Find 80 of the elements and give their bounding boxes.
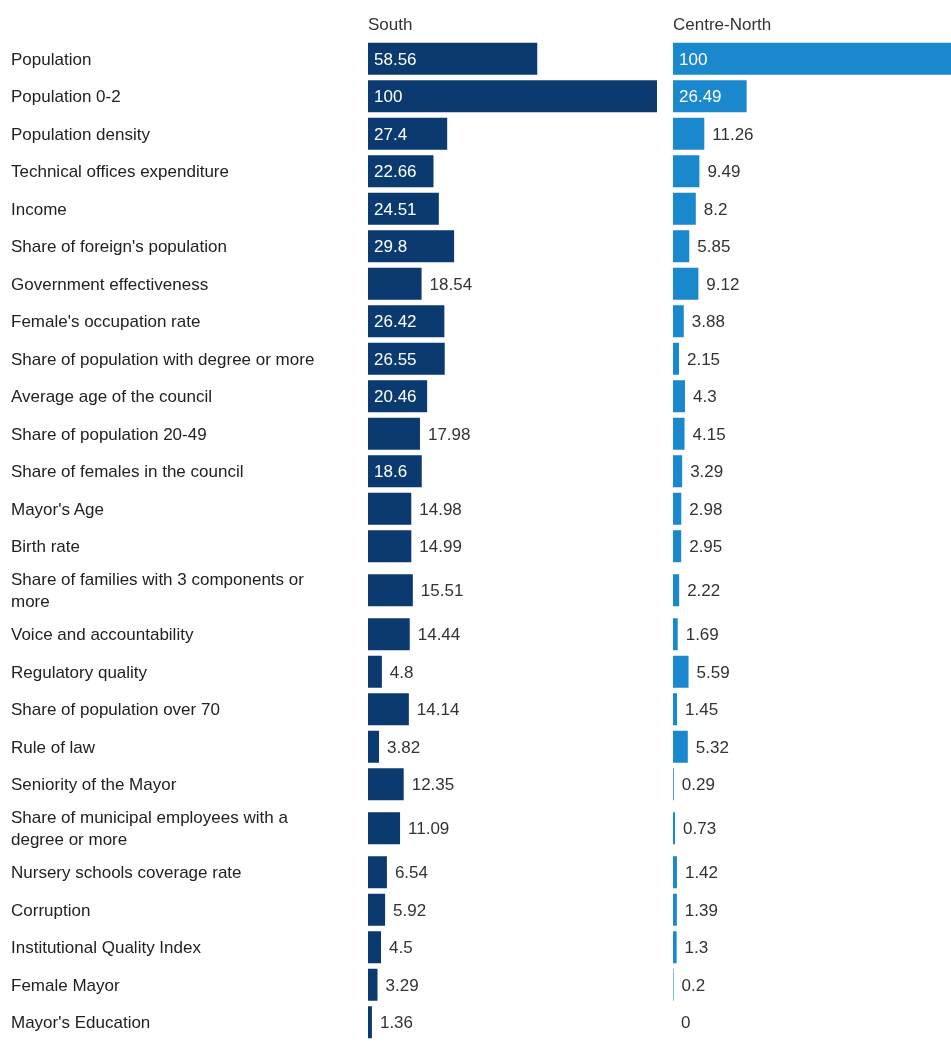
data-label: 0.29: [681, 775, 715, 795]
data-label: 8.2: [703, 199, 728, 219]
data-label: 100: [679, 49, 708, 69]
y-tick-label: Female's occupation rate: [11, 312, 201, 332]
y-tick-label: Population 0-2: [11, 87, 121, 107]
y-tick-label: Corruption: [11, 900, 91, 920]
data-label: 1.42: [684, 863, 719, 883]
data-label: 26.42: [374, 312, 417, 332]
data-label: 27.4: [374, 124, 408, 144]
y-tick-label: Average age of the council: [11, 387, 212, 407]
data-label: 1.39: [684, 900, 718, 920]
y-tick-label: Share of population with degree or more: [11, 349, 315, 369]
y-tick-label: Share of families with 3 components or more: [11, 570, 305, 612]
data-label: 15.51: [420, 581, 464, 601]
data-label: 0: [681, 1013, 691, 1033]
data-label: 4.3: [692, 387, 717, 407]
data-label: 0.2: [681, 975, 706, 995]
data-label: 20.46: [374, 387, 417, 407]
data-label: 14.98: [419, 499, 462, 519]
y-tick-label: Income: [11, 199, 67, 219]
data-label: 26.55: [374, 349, 417, 369]
data-label: 26.49: [679, 87, 722, 107]
y-tick-label: Share of population 20-49: [11, 424, 207, 444]
y-tick-label: Institutional Quality Index: [11, 938, 202, 958]
y-tick-label: Regulatory quality: [11, 662, 148, 682]
data-label: 0.73: [683, 819, 717, 839]
y-tick-label: Share of females in the council: [11, 462, 244, 482]
data-label: 12.35: [411, 775, 455, 795]
y-tick-label: Population density: [11, 124, 151, 144]
data-label: 14.44: [417, 625, 461, 645]
y-tick-label: Share of municipal employees with a degree or more: [11, 808, 289, 850]
data-label: 2.98: [689, 499, 723, 519]
y-tick-label: Population: [11, 49, 92, 69]
data-label: 58.56: [374, 49, 417, 69]
y-tick-label: Seniority of the Mayor: [11, 775, 177, 795]
y-tick-label: Rule of law: [11, 737, 96, 757]
data-label: 9.49: [707, 162, 741, 182]
data-label: 17.98: [427, 424, 471, 444]
data-label: 3.82: [387, 737, 421, 757]
data-label: 14.14: [416, 700, 460, 720]
data-label: 2.95: [689, 537, 723, 557]
y-tick-label: Mayor's Education: [11, 1013, 151, 1033]
y-tick-label: Share of population over 70: [11, 700, 220, 720]
data-label: 5.85: [697, 237, 731, 257]
data-label: 1.3: [684, 938, 709, 958]
data-label: 3.29: [385, 975, 419, 995]
data-label: 3.88: [691, 312, 725, 332]
data-label: 5.32: [695, 737, 729, 757]
data-label: 2.15: [686, 349, 721, 369]
data-label: 4.5: [389, 938, 413, 958]
data-label: 1.69: [685, 625, 719, 645]
data-label: 9.12: [706, 274, 740, 294]
data-label: 4.15: [692, 424, 726, 444]
data-label: 24.51: [374, 199, 417, 219]
data-label: 14.99: [419, 537, 462, 557]
data-label: 18.54: [429, 274, 473, 294]
y-tick-label: Government effectiveness: [11, 274, 209, 294]
y-tick-label: Female Mayor: [11, 975, 120, 995]
data-label: 2.22: [687, 581, 721, 601]
data-label: 29.8: [374, 237, 408, 257]
y-tick-label: Share of foreign's population: [11, 237, 227, 257]
chart-title: Centre-North: [673, 15, 772, 34]
data-label: 18.6: [374, 462, 408, 482]
data-label: 4.8: [389, 662, 414, 682]
y-tick-label: Birth rate: [11, 537, 80, 557]
data-label: 1.36: [379, 1013, 414, 1033]
data-label: 11.09: [408, 819, 450, 839]
data-label: 1.45: [685, 700, 719, 720]
data-label: 5.92: [393, 900, 427, 920]
y-tick-label: Nursery schools coverage rate: [11, 863, 242, 883]
data-label: 3.29: [690, 462, 724, 482]
data-label: 5.59: [696, 662, 730, 682]
y-tick-label: Technical offices expenditure: [11, 162, 229, 182]
chart-title: South: [368, 15, 413, 34]
data-label: 100: [374, 87, 403, 107]
data-label: 11.26: [712, 124, 754, 144]
y-tick-label: Voice and accountability: [11, 625, 194, 645]
data-label: 22.66: [374, 162, 417, 182]
y-tick-label: Mayor's Age: [11, 499, 105, 519]
data-label: 6.54: [394, 863, 428, 883]
